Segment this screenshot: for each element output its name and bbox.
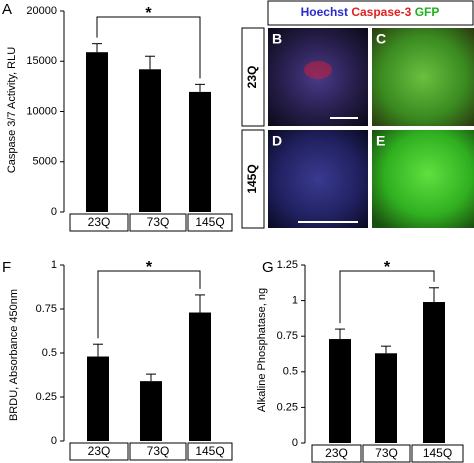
y-tick-label: 0 — [51, 435, 57, 447]
category-box — [187, 442, 233, 461]
category-box — [187, 213, 233, 232]
bar — [375, 353, 397, 443]
x-tick-label: 73Q — [147, 444, 170, 458]
error-bar — [92, 43, 102, 53]
x-tick-label: 23Q — [325, 446, 348, 460]
y-tick-label: 15000 — [26, 55, 57, 67]
error-bar — [335, 328, 345, 340]
bar — [423, 302, 445, 443]
y-tick-label: 0.25 — [277, 401, 298, 413]
micrograph — [372, 28, 474, 126]
category-box — [411, 444, 464, 463]
y-tick-label: 0.5 — [42, 347, 57, 359]
error-bar — [381, 345, 391, 354]
y-tick-label: 1.25 — [277, 259, 298, 271]
category-box — [311, 444, 362, 463]
bar-chart: F BRDU, Absorbance 450nm 0 0.25 0.5 0.75 1 23Q 7… — [2, 259, 233, 461]
panel-letter: A — [2, 1, 12, 18]
significance-bracket — [339, 270, 435, 324]
micrograph — [268, 130, 368, 228]
error-bar — [195, 294, 205, 313]
x-tick-label: 73Q — [147, 215, 170, 229]
panel-letter: G — [262, 259, 274, 276]
y-axis-label: Caspase 3/7 Activity, RLU — [6, 47, 18, 173]
error-bar — [146, 373, 156, 382]
x-tick-label: 145Q — [195, 444, 224, 458]
significance-bracket — [97, 270, 201, 339]
error-bar — [93, 343, 103, 357]
error-bar — [195, 83, 205, 92]
y-tick-label: 0.75 — [277, 330, 298, 342]
row-label: 23Q — [245, 66, 259, 89]
significance-marker: * — [384, 259, 391, 276]
panel-letter: C — [376, 31, 386, 47]
y-tick-label: 0.5 — [283, 366, 298, 378]
bar — [140, 381, 162, 441]
category-box — [69, 213, 129, 232]
x-tick-label: 73Q — [375, 446, 398, 460]
category-box — [69, 442, 129, 461]
significance-marker: * — [146, 259, 153, 276]
category-box — [129, 442, 187, 461]
panel-letter: B — [272, 31, 282, 47]
x-tick-label: 145Q — [195, 215, 224, 229]
bar — [329, 339, 351, 443]
stain-legend: Hoechst Caspase-3 GFP — [301, 5, 440, 19]
error-bar — [145, 55, 155, 70]
stain-label: Caspase-3 — [351, 5, 411, 19]
row-label-box — [241, 27, 265, 127]
y-tick-label: 10000 — [26, 105, 57, 117]
microscopy-panel: Hoechst Caspase-3 GFP 23Q 145Q B C D E — [241, 0, 474, 229]
bar — [189, 91, 211, 212]
y-tick-label: 0.75 — [36, 303, 57, 315]
category-box — [129, 213, 187, 232]
row-label: 145Q — [245, 164, 259, 193]
panel-letter: E — [376, 133, 385, 149]
stain-legend-box — [267, 0, 474, 26]
bar-chart: G Alkaline Phosphatase, ng 0 0.25 0.5 0.75 1 1.… — [256, 259, 464, 463]
y-tick-label: 1 — [292, 295, 298, 307]
bar — [87, 356, 109, 441]
y-tick-label: 0 — [292, 437, 298, 449]
y-tick-label: 0 — [51, 206, 57, 218]
row-label-box — [241, 129, 265, 229]
y-axis-label: BRDU, Absorbance 450nm — [8, 289, 20, 421]
y-tick-label: 1 — [51, 259, 57, 271]
bar — [189, 312, 211, 441]
y-tick-label: 20000 — [26, 5, 57, 17]
y-tick-label: 5000 — [33, 156, 57, 168]
significance-bracket — [96, 16, 201, 79]
panel-letter: D — [272, 133, 282, 149]
category-box — [362, 444, 411, 463]
bar — [139, 69, 161, 212]
stain-label: Hoechst — [301, 5, 348, 19]
stain-label: GFP — [415, 5, 440, 19]
cell — [304, 61, 332, 79]
x-tick-label: 145Q — [423, 446, 452, 460]
error-bar — [429, 287, 439, 303]
micrograph — [372, 130, 474, 228]
bar — [86, 52, 108, 212]
bar-chart: A Caspase 3/7 Activity, RLU 0 5000 10000 1500… — [2, 1, 233, 232]
panel-letter: F — [2, 259, 11, 276]
x-tick-label: 23Q — [88, 444, 111, 458]
y-axis-label: Alkaline Phosphatase, ng — [256, 288, 268, 412]
y-tick-label: 0.25 — [36, 391, 57, 403]
significance-marker: * — [145, 5, 152, 22]
x-tick-label: 23Q — [88, 215, 111, 229]
